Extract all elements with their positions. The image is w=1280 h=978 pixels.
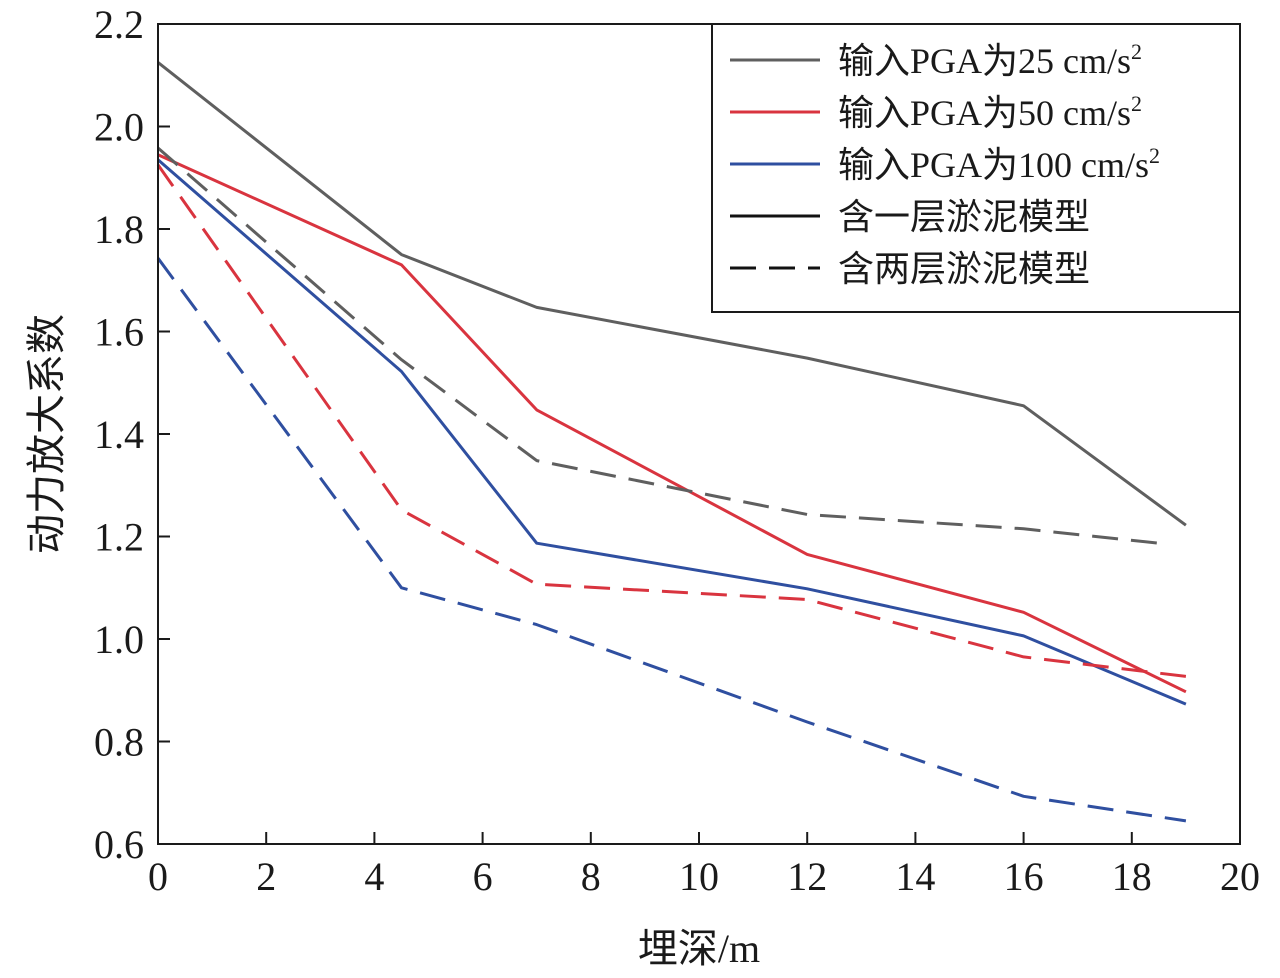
series-line-1 bbox=[157, 61, 1187, 527]
x-tick-label: 20 bbox=[1220, 854, 1260, 899]
x-tick-label: 10 bbox=[679, 854, 719, 899]
series-line-3 bbox=[157, 158, 1187, 706]
y-tick-label: 2.0 bbox=[94, 105, 144, 150]
series-line-6 bbox=[156, 257, 1187, 823]
x-tick-label: 0 bbox=[148, 854, 168, 899]
legend: 输入PGA为25 cm/s2 输入PGA为50 cm/s2 输入PGA为100 cm… bbox=[711, 23, 1241, 313]
series-layer bbox=[156, 61, 1187, 823]
series-line-5 bbox=[156, 164, 1187, 678]
y-tick-label: 1.2 bbox=[94, 515, 144, 560]
x-tick-label: 12 bbox=[787, 854, 827, 899]
series-line-2 bbox=[157, 153, 1187, 694]
y-axis-title: 动力放大系数 bbox=[24, 314, 69, 554]
ticks-layer: 0 2 4 6 8 10 12 14 16 18 20 0.6 0.8 1.0 1.2 1.4 1.6 1.8 2.… bbox=[94, 2, 1260, 899]
legend-box bbox=[711, 23, 1241, 313]
x-tick-label: 2 bbox=[256, 854, 276, 899]
legend-label: 输入PGA为25 cm/s2 bbox=[838, 39, 1142, 81]
y-tick-label: 0.6 bbox=[94, 822, 144, 867]
y-tick-label: 1.0 bbox=[94, 617, 144, 662]
x-axis-title: 埋深/m bbox=[638, 926, 760, 971]
y-tick-label: 1.6 bbox=[94, 310, 144, 355]
x-tick-label: 18 bbox=[1112, 854, 1152, 899]
x-tick-label: 16 bbox=[1004, 854, 1044, 899]
legend-label: 输入PGA为50 cm/s2 bbox=[838, 91, 1142, 133]
x-tick-label: 4 bbox=[364, 854, 384, 899]
x-tick-label: 14 bbox=[895, 854, 935, 899]
y-tick-label: 1.8 bbox=[94, 207, 144, 252]
x-tick-label: 8 bbox=[581, 854, 601, 899]
y-tick-label: 1.4 bbox=[94, 412, 144, 457]
legend-label: 输入PGA为100 cm/s2 bbox=[838, 143, 1160, 185]
y-tick-label: 0.8 bbox=[94, 720, 144, 765]
legend-label: 含两层淤泥模型 bbox=[838, 249, 1090, 289]
series-line-4 bbox=[157, 146, 1159, 545]
y-tick-label: 2.2 bbox=[94, 2, 144, 47]
x-tick-label: 6 bbox=[473, 854, 493, 899]
legend-label: 含一层淤泥模型 bbox=[838, 197, 1090, 237]
